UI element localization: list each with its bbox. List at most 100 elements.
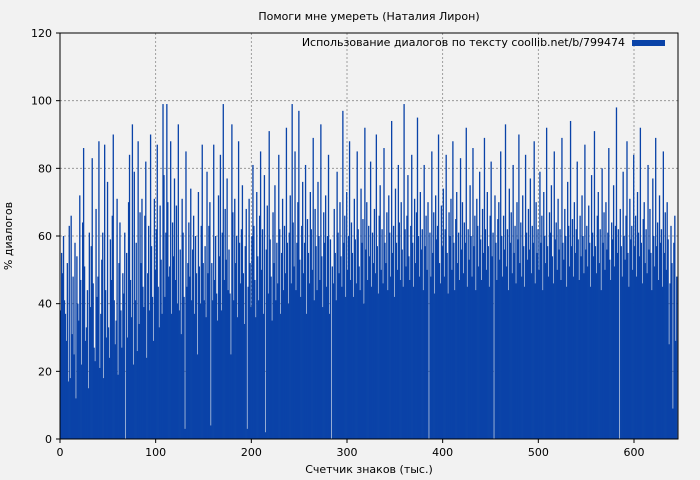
bar: [316, 290, 318, 439]
bar: [123, 293, 125, 439]
bar: [86, 290, 89, 439]
bar: [157, 286, 159, 439]
bar: [435, 195, 437, 439]
bar: [375, 134, 378, 439]
bar: [211, 263, 213, 439]
bar: [412, 242, 414, 439]
bar: [128, 154, 131, 440]
bar: [109, 239, 112, 439]
bar: [154, 269, 157, 439]
bar: [585, 249, 587, 439]
bar: [487, 246, 489, 439]
bar: [349, 279, 352, 439]
bar: [63, 300, 66, 439]
bar: [620, 246, 622, 439]
bar: [455, 219, 457, 439]
bar: [614, 225, 617, 439]
bar: [174, 279, 177, 439]
bar: [429, 232, 431, 439]
bar: [100, 313, 102, 439]
x-tick-label: 500: [528, 446, 549, 459]
bar: [353, 198, 355, 439]
bar: [637, 232, 640, 439]
bar: [293, 266, 295, 439]
bar: [164, 296, 166, 439]
bar: [551, 256, 554, 439]
bar: [622, 171, 624, 439]
bar: [475, 290, 477, 439]
bar: [340, 256, 342, 439]
bar: [400, 202, 402, 439]
bar: [127, 202, 130, 439]
bar: [373, 208, 376, 439]
bar: [535, 202, 537, 439]
bar: [258, 300, 260, 439]
bar: [319, 279, 321, 439]
bar: [478, 266, 480, 439]
bar: [116, 198, 118, 439]
bar: [530, 273, 532, 439]
bar: [645, 229, 647, 439]
bar: [501, 276, 504, 439]
bar: [471, 276, 473, 439]
bar: [386, 212, 388, 439]
bar: [196, 354, 199, 439]
bar: [142, 286, 144, 439]
bar: [163, 175, 165, 439]
bar: [587, 266, 589, 439]
bar: [236, 236, 238, 439]
bar: [295, 290, 297, 439]
bar: [542, 290, 544, 439]
bar: [281, 198, 284, 439]
y-tick-label: 0: [45, 433, 52, 446]
bar: [522, 195, 524, 439]
bar: [458, 279, 461, 439]
bar: [646, 273, 648, 439]
bar: [96, 296, 98, 439]
bar: [372, 263, 375, 439]
bar: [516, 202, 518, 439]
bar: [397, 164, 400, 439]
bar: [351, 252, 354, 439]
bar: [119, 222, 121, 439]
bar: [170, 141, 172, 439]
bar: [230, 354, 232, 439]
y-tick-label: 40: [38, 298, 52, 311]
bar: [619, 208, 621, 439]
bar: [484, 229, 487, 439]
bar: [112, 134, 114, 439]
bar: [390, 276, 392, 439]
bar: [240, 229, 243, 439]
bar: [403, 104, 405, 440]
bar: [441, 246, 444, 439]
bar: [155, 229, 157, 439]
bar: [571, 219, 574, 439]
bar: [600, 290, 602, 439]
x-tick-label: 200: [241, 446, 262, 459]
bar: [129, 279, 132, 439]
bar: [423, 164, 425, 439]
bar: [189, 276, 191, 439]
bar: [555, 222, 557, 439]
bar: [608, 148, 610, 439]
bar: [72, 276, 74, 439]
y-tick-label: 100: [31, 95, 52, 108]
bar: [243, 323, 245, 439]
bar: [371, 232, 374, 439]
bar: [490, 161, 492, 439]
bar: [578, 279, 580, 439]
bar: [560, 279, 562, 439]
bar: [613, 266, 616, 439]
bar: [597, 192, 599, 439]
bar: [179, 249, 181, 439]
bar: [623, 236, 625, 439]
bar: [110, 279, 113, 439]
bar: [309, 192, 311, 439]
bar: [525, 232, 528, 439]
bar: [654, 266, 656, 439]
x-axis: 0 100 200 300 400 500 600: [57, 439, 644, 459]
bar: [361, 242, 363, 439]
bar: [156, 144, 158, 439]
bar: [388, 195, 390, 439]
